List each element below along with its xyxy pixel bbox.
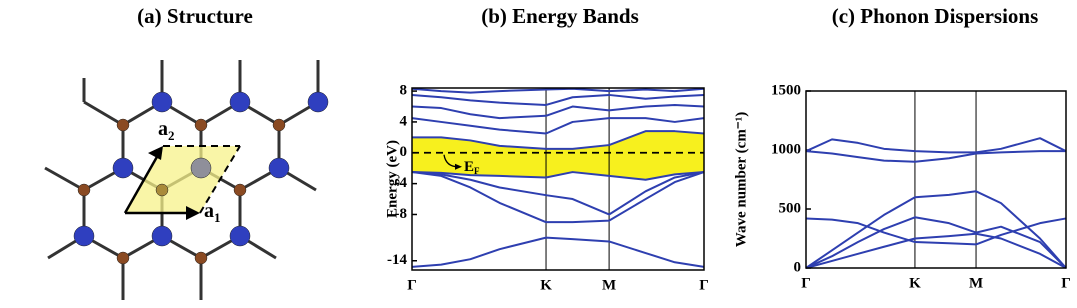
band-line [805,190,1067,269]
band-line [805,216,1067,269]
vector-label: a2 [158,118,175,143]
y-tick-label: 1500 [771,82,801,98]
y-tick-label: 8 [400,83,408,99]
y-tick-label: -4 [395,175,408,191]
atom-b [116,251,130,265]
band-line [412,130,705,150]
plot-frame [805,90,1067,269]
atom-b [77,183,91,197]
atom-a [112,157,134,179]
vector-a2 [123,154,160,214]
x-tick-label: M [602,277,616,293]
atom-a [307,91,329,113]
atom-b [233,183,247,197]
annotation-subscript: F [474,166,480,176]
y-tick-label: 1000 [771,141,801,157]
x-tick-label: M [969,275,983,291]
plot-frame [411,87,705,271]
vector-subscript: 2 [168,128,175,143]
band-line [411,103,705,120]
annotation-text: E [464,159,474,175]
chart-panel: (c) Phonon Dispersions Wave number (cm⁻¹)… [733,4,1070,292]
x-tick-label: Γ [1061,275,1071,291]
atoms [73,91,329,265]
vector-subscript: 1 [214,210,221,225]
atom-b [116,118,130,132]
band-line [805,232,1067,269]
arrowhead [455,163,462,170]
band-line [805,150,1066,163]
bond [44,166,85,192]
vector-text: a [158,118,168,140]
cell-edge [199,145,241,214]
x-tick-label: Γ [801,275,811,291]
x-tick-label: K [909,275,921,291]
y-axis-label: Wave number (cm⁻¹) [733,112,749,247]
band-line [411,93,705,106]
atom-b [272,118,286,132]
atom-b [194,251,208,265]
y-tick-label: 4 [400,113,408,129]
band-line [411,236,705,268]
atom-b [155,183,169,197]
panel-title: (b) Energy Bands [481,4,639,28]
arrowhead [148,146,163,160]
band-line [411,87,705,94]
panel-title: (a) Structure [137,4,253,28]
structure-panel: (a) Structure [44,4,329,300]
bond [83,100,124,127]
band-line [805,217,1067,246]
x-tick-label: K [540,277,552,293]
arrowhead [186,206,200,220]
band-line [411,171,705,224]
atom-a [151,225,173,247]
band-line [411,171,705,216]
y-tick-label: 0 [400,144,408,160]
vector-text: a [204,200,214,222]
band-line [411,171,705,181]
y-tick-label: 500 [779,200,802,216]
y-tick-label: -8 [395,206,408,222]
atom-a [229,225,251,247]
vector-label: a1 [204,200,221,225]
y-tick-label: 0 [794,259,802,275]
panel-title: (c) Phonon Dispersions [832,4,1039,28]
atom-a [229,91,251,113]
atom-a [73,225,95,247]
atom-a [190,157,212,179]
annotation: EF [464,159,480,176]
x-tick-label: Γ [699,277,709,293]
band-line [411,117,705,135]
y-axis-label: Energy (eV) [384,140,400,218]
band-line [805,137,1067,154]
atom-b [194,118,208,132]
y-tick-label: -14 [387,252,407,268]
atom-a [268,157,290,179]
atom-a [151,91,173,113]
x-tick-label: Γ [407,277,417,293]
